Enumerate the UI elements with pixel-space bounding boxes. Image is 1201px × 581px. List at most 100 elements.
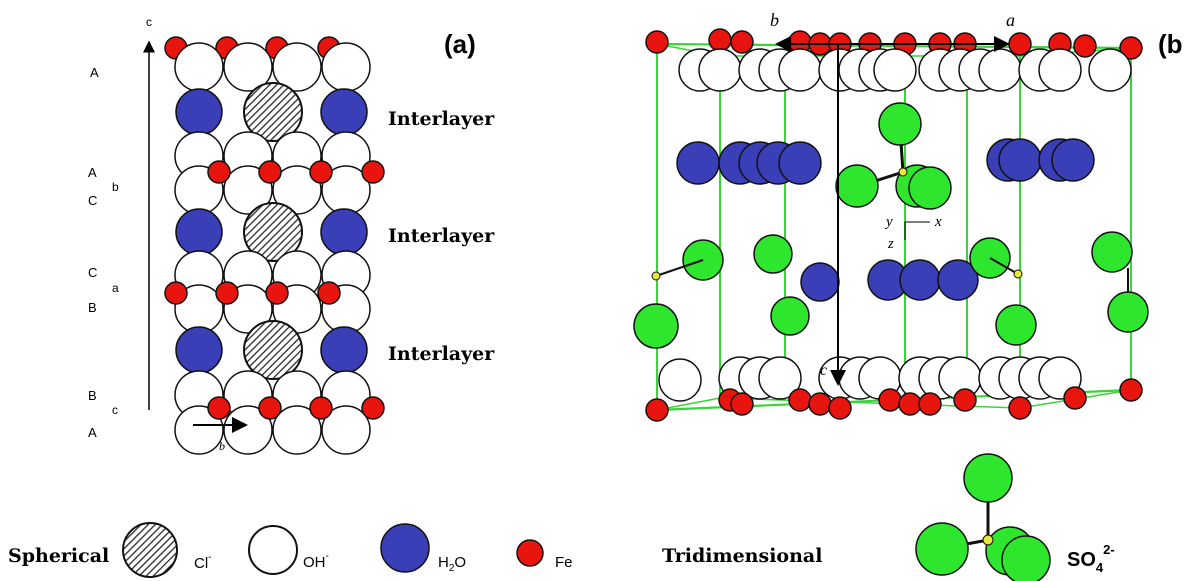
mini-z-label: z	[887, 236, 894, 252]
legend-cl-atom	[122, 522, 178, 578]
fe-atom	[1008, 396, 1032, 420]
legend-cl-label: Cl-	[194, 552, 212, 572]
fe-atom	[645, 30, 669, 54]
legend-h2o-label: H2O	[438, 554, 466, 574]
cl-atom	[243, 202, 303, 262]
fe-atom	[1008, 32, 1032, 56]
fe-atom	[361, 160, 385, 184]
h2o-atom	[998, 138, 1042, 182]
oh-atom	[1088, 48, 1132, 92]
so4-sulfur	[1013, 269, 1023, 279]
legend-fe-label: Fe	[555, 554, 573, 571]
stacking-letter: A	[88, 165, 97, 180]
panel-a-label: (a)	[444, 29, 476, 59]
fe-atom	[207, 160, 231, 184]
fe-atom	[953, 388, 977, 412]
so4-oxygen	[1091, 231, 1133, 273]
fe-atom	[1073, 34, 1097, 58]
fe-atom	[164, 281, 188, 305]
fe-atom	[309, 396, 333, 420]
so4-bond	[989, 257, 1019, 275]
fe-atom	[207, 396, 231, 420]
so4-oxygen	[835, 164, 879, 208]
oh-atom	[758, 356, 802, 400]
panel-a: c (a) A Ab C Ca B Bc A Interlayer Interlayer I…	[88, 15, 495, 455]
fe-atom	[730, 30, 754, 54]
fe-atom	[645, 398, 669, 422]
stacking-letter: A	[88, 425, 97, 440]
panel-a-atoms	[164, 36, 385, 455]
stacking-sequence: A Ab C Ca B Bc A	[88, 65, 119, 440]
legend-tridimensional: Tridimensional	[662, 545, 822, 567]
legend-h2o-atom	[380, 523, 430, 573]
oh-atom	[272, 405, 322, 455]
oh-atom	[272, 42, 322, 92]
h2o-atom	[320, 88, 368, 136]
fe-atom	[309, 160, 333, 184]
so4-bond	[655, 259, 704, 277]
oh-atom	[321, 42, 371, 92]
stacking-letter: c	[112, 403, 118, 417]
h2o-atom	[778, 141, 822, 185]
so4-oxygen	[995, 304, 1037, 346]
legend-so4-molecule	[915, 453, 1051, 581]
c-axis-label: c	[146, 15, 152, 29]
fe-atom	[258, 160, 282, 184]
oh-atom	[321, 405, 371, 455]
fe-atom	[361, 396, 385, 420]
legend-fe-atom	[516, 539, 544, 567]
fe-atom	[828, 396, 852, 420]
panel-b: a b c y x z (b	[633, 10, 1183, 422]
h2o-atom	[800, 262, 840, 302]
so4-oxygen	[1107, 291, 1149, 333]
oh-atom	[223, 42, 273, 92]
fe-atom	[730, 392, 754, 416]
stacking-letter: A	[90, 65, 99, 80]
stacking-letter: C	[88, 265, 97, 280]
interlayer-label-2: Interlayer	[388, 225, 495, 247]
h2o-atom	[1051, 138, 1095, 182]
h2o-atom	[175, 326, 223, 374]
oh-atom	[978, 48, 1022, 92]
fe-atom	[1119, 378, 1143, 402]
a-axis-label: a	[1006, 10, 1015, 30]
cl-atom	[243, 320, 303, 380]
fe-atom	[265, 281, 289, 305]
stacking-letter: a	[112, 281, 119, 295]
so4-oxygen	[908, 166, 952, 210]
fe-atom	[708, 28, 732, 52]
stacking-letter: C	[88, 193, 97, 208]
fe-atom	[1119, 36, 1143, 60]
legend-so4-label: SO42-	[1067, 542, 1115, 575]
h2o-atom	[175, 208, 223, 256]
interlayer-label-3: Interlayer	[388, 343, 495, 365]
h2o-atom	[899, 259, 941, 301]
fe-atom	[1063, 386, 1087, 410]
h2o-atom	[320, 208, 368, 256]
stacking-letter: B	[88, 300, 97, 315]
h2o-atom	[676, 141, 720, 185]
so4-sulfur	[651, 271, 661, 281]
mini-x-label: x	[934, 214, 942, 230]
so4-oxygen	[878, 102, 922, 146]
panel-b-label: (b	[1158, 29, 1183, 59]
legend-oh-atom	[248, 525, 298, 575]
legend-oh-label: OH-	[303, 551, 329, 571]
stacking-letter: B	[88, 388, 97, 403]
fe-atom	[317, 281, 341, 305]
unit-cell-frame	[656, 42, 1132, 412]
interlayer-label-1: Interlayer	[388, 108, 495, 130]
oh-atom	[778, 48, 822, 92]
stacking-letter: b	[112, 180, 119, 194]
oh-atom	[658, 358, 702, 402]
legend: Spherical Cl- OH- H2O Fe Tridimensional …	[8, 453, 1115, 581]
fe-atom	[918, 392, 942, 416]
fe-atom	[878, 388, 902, 412]
oh-atom	[698, 48, 742, 92]
so4-oxygen	[633, 303, 679, 349]
fe-atom	[788, 388, 812, 412]
cl-atom	[243, 82, 303, 142]
oh-atom	[174, 42, 224, 92]
mini-y-label: y	[884, 214, 893, 230]
so4-oxygen	[770, 296, 810, 336]
